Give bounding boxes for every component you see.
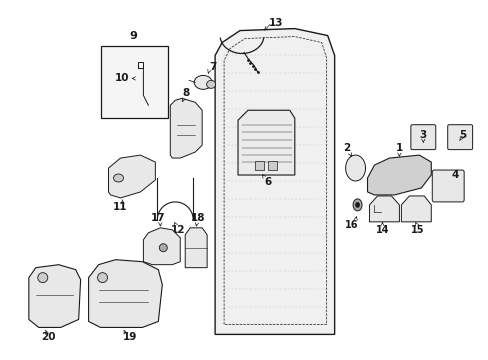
Ellipse shape [159, 244, 167, 252]
Text: 14: 14 [375, 225, 388, 235]
Text: 12: 12 [171, 225, 185, 235]
FancyBboxPatch shape [431, 170, 463, 202]
Text: 17: 17 [151, 213, 165, 223]
Bar [101, 45, 168, 118]
Text: 1: 1 [395, 143, 402, 153]
Polygon shape [185, 228, 207, 268]
Text: 16: 16 [344, 220, 358, 230]
FancyBboxPatch shape [410, 125, 435, 150]
Ellipse shape [352, 199, 361, 211]
Polygon shape [29, 265, 81, 328]
Bar [254, 161, 264, 170]
Text: 10: 10 [115, 73, 129, 84]
Polygon shape [215, 28, 334, 334]
Text: 5: 5 [459, 130, 466, 140]
Ellipse shape [206, 80, 215, 88]
FancyBboxPatch shape [447, 125, 471, 150]
Text: 6: 6 [264, 177, 271, 187]
Text: 4: 4 [450, 170, 458, 180]
Ellipse shape [98, 273, 107, 283]
Polygon shape [170, 98, 202, 158]
Ellipse shape [355, 202, 359, 207]
Text: 7: 7 [209, 62, 216, 72]
Text: 3: 3 [419, 130, 426, 140]
Polygon shape [369, 196, 399, 222]
Bar [267, 161, 276, 170]
Polygon shape [88, 260, 162, 328]
Ellipse shape [194, 75, 212, 89]
Text: 13: 13 [268, 18, 283, 28]
Text: 18: 18 [190, 213, 205, 223]
Polygon shape [238, 110, 294, 175]
Polygon shape [143, 228, 180, 265]
Text: 19: 19 [123, 332, 137, 342]
Ellipse shape [38, 273, 48, 283]
Text: 11: 11 [113, 202, 127, 212]
Text: 9: 9 [129, 31, 137, 41]
Polygon shape [401, 196, 430, 222]
Polygon shape [108, 155, 155, 198]
Ellipse shape [113, 174, 123, 182]
Polygon shape [367, 155, 430, 195]
Ellipse shape [345, 155, 365, 181]
Text: 2: 2 [342, 143, 349, 153]
Text: 8: 8 [182, 88, 189, 98]
Text: 20: 20 [41, 332, 56, 342]
Text: 15: 15 [410, 225, 423, 235]
